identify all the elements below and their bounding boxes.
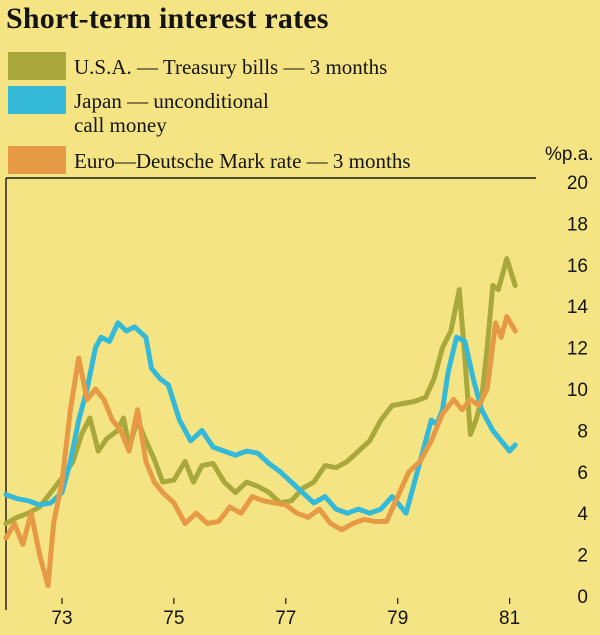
y-tick-label: 4 (577, 504, 588, 525)
series-line-usa (3, 256, 518, 526)
legend-euro-swatch (8, 146, 66, 174)
y-axis-unit-label: %p.a. (545, 144, 594, 165)
series-line-euro (3, 314, 518, 589)
legend-usa-label: U.S.A. — Treasury bills — 3 months (74, 55, 388, 79)
y-tick-label: 2 (577, 546, 588, 567)
y-tick-label: 16 (567, 256, 588, 277)
series-line-japan (3, 320, 518, 516)
x-tick-label: 79 (387, 608, 408, 629)
y-tick-label: 10 (567, 380, 588, 401)
chart-title: Short-term interest rates (6, 2, 329, 35)
legend-japan-swatch (8, 86, 66, 114)
y-tick-label: 20 (567, 173, 588, 194)
legend-japan-label-line2: call money (74, 113, 167, 137)
legend-euro-label: Euro—Deutsche Mark rate — 3 months (74, 149, 411, 173)
y-tick-label: 8 (577, 421, 588, 442)
legend-usa-swatch (8, 52, 66, 80)
y-tick-label: 6 (577, 463, 588, 484)
y-tick-label: 12 (567, 339, 588, 360)
y-tick-label: 14 (567, 297, 589, 318)
y-tick-label: 18 (567, 214, 588, 235)
x-tick-label: 77 (275, 608, 296, 629)
x-tick-label: 73 (51, 608, 72, 629)
x-tick-label: 75 (163, 608, 184, 629)
y-tick-label: 0 (577, 587, 588, 608)
x-tick-label: 81 (499, 608, 520, 629)
legend-japan-label: Japan — unconditional (74, 89, 269, 113)
